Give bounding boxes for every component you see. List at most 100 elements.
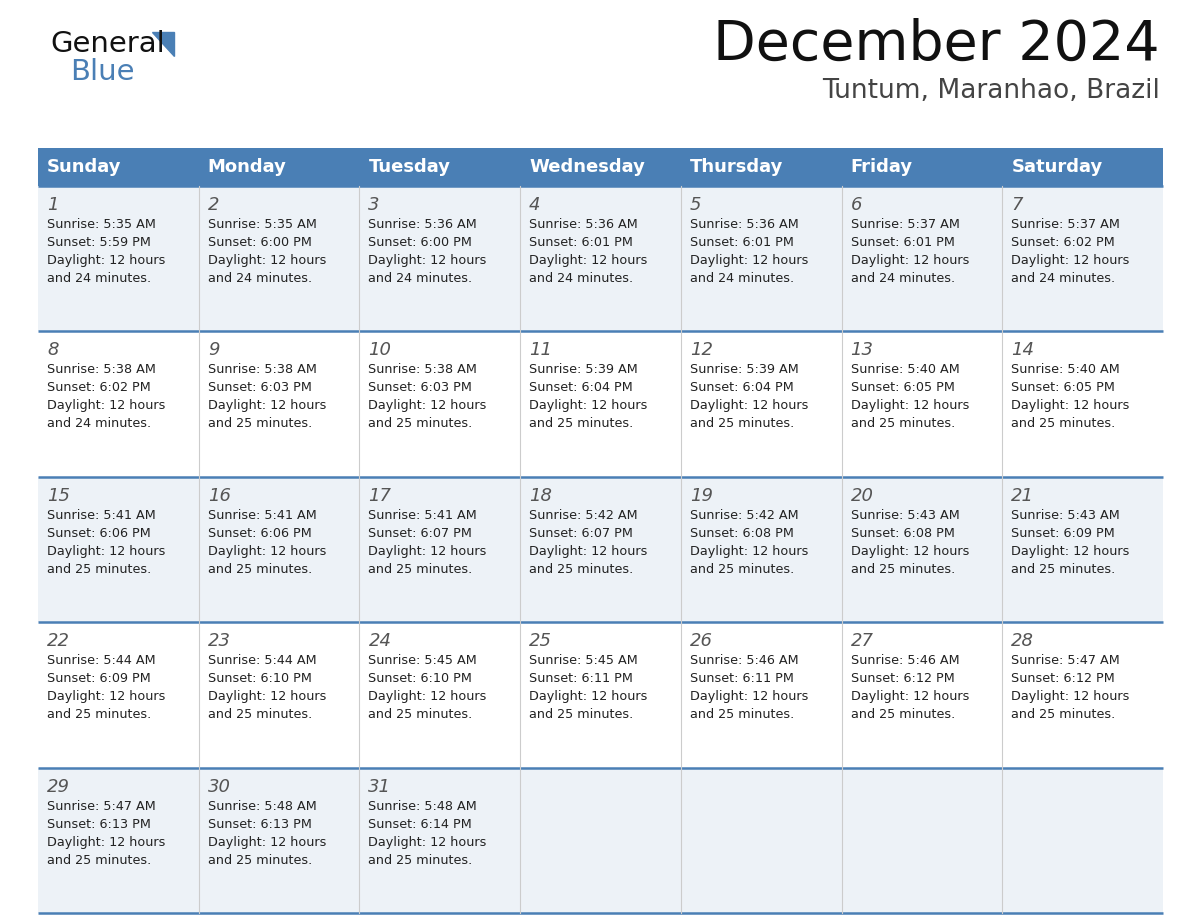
Text: Daylight: 12 hours: Daylight: 12 hours	[208, 399, 326, 412]
Text: 11: 11	[529, 341, 552, 360]
Text: General: General	[50, 30, 165, 58]
Text: Sunrise: 5:35 AM: Sunrise: 5:35 AM	[48, 218, 156, 231]
Text: and 25 minutes.: and 25 minutes.	[690, 563, 794, 576]
Text: and 25 minutes.: and 25 minutes.	[851, 708, 955, 722]
Text: Sunset: 6:14 PM: Sunset: 6:14 PM	[368, 818, 472, 831]
Text: and 24 minutes.: and 24 minutes.	[690, 272, 794, 285]
Text: 28: 28	[1011, 633, 1035, 650]
Text: and 24 minutes.: and 24 minutes.	[48, 418, 151, 431]
Text: and 25 minutes.: and 25 minutes.	[368, 563, 473, 576]
Text: and 24 minutes.: and 24 minutes.	[851, 272, 955, 285]
Text: 22: 22	[48, 633, 70, 650]
Text: and 25 minutes.: and 25 minutes.	[529, 708, 633, 722]
Text: Daylight: 12 hours: Daylight: 12 hours	[529, 544, 647, 558]
Text: 2: 2	[208, 196, 220, 214]
Text: Daylight: 12 hours: Daylight: 12 hours	[1011, 399, 1130, 412]
Text: 5: 5	[690, 196, 701, 214]
Text: Sunrise: 5:41 AM: Sunrise: 5:41 AM	[48, 509, 156, 521]
Text: 24: 24	[368, 633, 391, 650]
Text: Sunrise: 5:36 AM: Sunrise: 5:36 AM	[690, 218, 798, 231]
Text: Sunrise: 5:39 AM: Sunrise: 5:39 AM	[529, 364, 638, 376]
Text: Sunrise: 5:37 AM: Sunrise: 5:37 AM	[851, 218, 960, 231]
Text: and 24 minutes.: and 24 minutes.	[529, 272, 633, 285]
Text: Sunset: 6:13 PM: Sunset: 6:13 PM	[208, 818, 311, 831]
Text: 23: 23	[208, 633, 230, 650]
Text: Daylight: 12 hours: Daylight: 12 hours	[851, 254, 969, 267]
Text: and 25 minutes.: and 25 minutes.	[690, 418, 794, 431]
Text: Sunset: 6:07 PM: Sunset: 6:07 PM	[529, 527, 633, 540]
Text: Sunset: 6:06 PM: Sunset: 6:06 PM	[48, 527, 151, 540]
Text: and 25 minutes.: and 25 minutes.	[368, 854, 473, 867]
Text: Sunrise: 5:41 AM: Sunrise: 5:41 AM	[208, 509, 316, 521]
Text: 1: 1	[48, 196, 58, 214]
Text: Sunrise: 5:41 AM: Sunrise: 5:41 AM	[368, 509, 478, 521]
Text: and 25 minutes.: and 25 minutes.	[208, 854, 312, 867]
Text: Saturday: Saturday	[1011, 158, 1102, 176]
Text: Sunrise: 5:38 AM: Sunrise: 5:38 AM	[368, 364, 478, 376]
Text: and 25 minutes.: and 25 minutes.	[208, 418, 312, 431]
Text: Daylight: 12 hours: Daylight: 12 hours	[1011, 544, 1130, 558]
Text: and 25 minutes.: and 25 minutes.	[48, 854, 151, 867]
Text: Sunrise: 5:43 AM: Sunrise: 5:43 AM	[1011, 509, 1120, 521]
Text: Sunrise: 5:44 AM: Sunrise: 5:44 AM	[48, 655, 156, 667]
Text: Daylight: 12 hours: Daylight: 12 hours	[851, 399, 969, 412]
Text: Sunrise: 5:40 AM: Sunrise: 5:40 AM	[1011, 364, 1120, 376]
Text: Sunday: Sunday	[48, 158, 121, 176]
Text: Daylight: 12 hours: Daylight: 12 hours	[690, 254, 808, 267]
Text: Sunrise: 5:37 AM: Sunrise: 5:37 AM	[1011, 218, 1120, 231]
Text: Sunset: 5:59 PM: Sunset: 5:59 PM	[48, 236, 151, 249]
Text: Sunset: 6:09 PM: Sunset: 6:09 PM	[1011, 527, 1116, 540]
Text: Sunrise: 5:42 AM: Sunrise: 5:42 AM	[690, 509, 798, 521]
Text: Sunset: 6:06 PM: Sunset: 6:06 PM	[208, 527, 311, 540]
Bar	[38, 767, 1163, 913]
Text: Blue: Blue	[70, 58, 134, 86]
Text: 19: 19	[690, 487, 713, 505]
Polygon shape	[152, 32, 173, 56]
Text: 18: 18	[529, 487, 552, 505]
Text: Sunrise: 5:45 AM: Sunrise: 5:45 AM	[368, 655, 478, 667]
Text: December 2024: December 2024	[713, 18, 1159, 72]
Text: 27: 27	[851, 633, 873, 650]
Text: Sunset: 6:11 PM: Sunset: 6:11 PM	[529, 672, 633, 685]
Text: 29: 29	[48, 778, 70, 796]
Text: Wednesday: Wednesday	[529, 158, 645, 176]
Text: Sunset: 6:00 PM: Sunset: 6:00 PM	[208, 236, 311, 249]
Text: Sunrise: 5:35 AM: Sunrise: 5:35 AM	[208, 218, 316, 231]
Text: Sunrise: 5:36 AM: Sunrise: 5:36 AM	[529, 218, 638, 231]
Text: Sunrise: 5:38 AM: Sunrise: 5:38 AM	[208, 364, 316, 376]
Bar	[38, 148, 1163, 186]
Text: Daylight: 12 hours: Daylight: 12 hours	[690, 399, 808, 412]
Text: Sunrise: 5:40 AM: Sunrise: 5:40 AM	[851, 364, 960, 376]
Text: Sunrise: 5:42 AM: Sunrise: 5:42 AM	[529, 509, 638, 521]
Text: Sunset: 6:05 PM: Sunset: 6:05 PM	[851, 381, 954, 395]
Text: and 25 minutes.: and 25 minutes.	[48, 708, 151, 722]
Text: Sunrise: 5:47 AM: Sunrise: 5:47 AM	[48, 800, 156, 812]
Text: 12: 12	[690, 341, 713, 360]
Text: and 24 minutes.: and 24 minutes.	[208, 272, 311, 285]
Text: Sunset: 6:04 PM: Sunset: 6:04 PM	[529, 381, 633, 395]
Text: and 25 minutes.: and 25 minutes.	[1011, 563, 1116, 576]
Text: Daylight: 12 hours: Daylight: 12 hours	[368, 399, 487, 412]
Text: Sunrise: 5:43 AM: Sunrise: 5:43 AM	[851, 509, 960, 521]
Text: and 24 minutes.: and 24 minutes.	[48, 272, 151, 285]
Text: and 25 minutes.: and 25 minutes.	[851, 418, 955, 431]
Text: Daylight: 12 hours: Daylight: 12 hours	[529, 690, 647, 703]
Text: 8: 8	[48, 341, 58, 360]
Text: Sunset: 6:08 PM: Sunset: 6:08 PM	[690, 527, 794, 540]
Text: Sunrise: 5:48 AM: Sunrise: 5:48 AM	[368, 800, 478, 812]
Bar	[38, 331, 1163, 476]
Text: Daylight: 12 hours: Daylight: 12 hours	[208, 690, 326, 703]
Text: Sunset: 6:03 PM: Sunset: 6:03 PM	[208, 381, 311, 395]
Text: Friday: Friday	[851, 158, 912, 176]
Text: Thursday: Thursday	[690, 158, 783, 176]
Text: Daylight: 12 hours: Daylight: 12 hours	[1011, 254, 1130, 267]
Text: Sunset: 6:10 PM: Sunset: 6:10 PM	[368, 672, 473, 685]
Bar	[38, 622, 1163, 767]
Text: and 25 minutes.: and 25 minutes.	[851, 563, 955, 576]
Text: 26: 26	[690, 633, 713, 650]
Text: 6: 6	[851, 196, 862, 214]
Text: and 25 minutes.: and 25 minutes.	[48, 563, 151, 576]
Text: Daylight: 12 hours: Daylight: 12 hours	[48, 544, 165, 558]
Text: Daylight: 12 hours: Daylight: 12 hours	[368, 835, 487, 848]
Text: Tuntum, Maranhao, Brazil: Tuntum, Maranhao, Brazil	[822, 78, 1159, 104]
